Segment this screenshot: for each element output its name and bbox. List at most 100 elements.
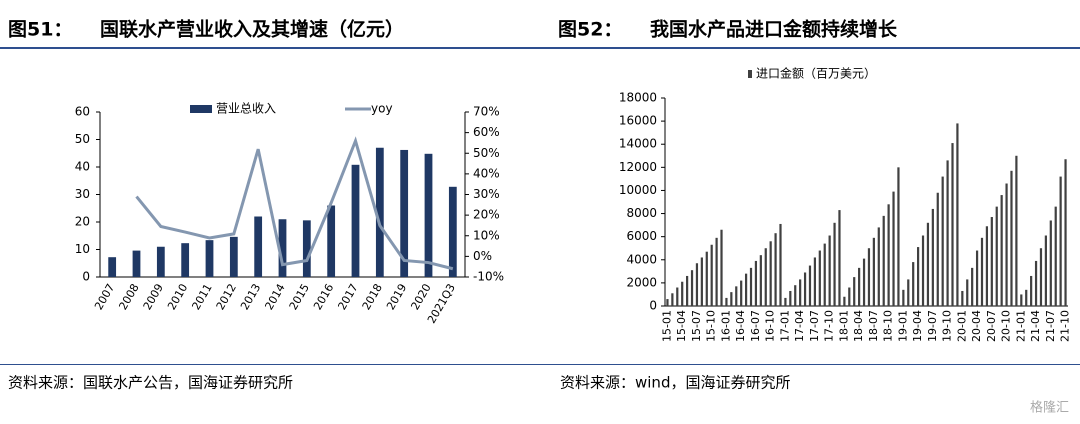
bar [980, 237, 984, 306]
bar [108, 257, 117, 277]
bar [671, 293, 674, 306]
bar [867, 248, 871, 306]
bar [877, 227, 880, 306]
bar [132, 250, 141, 277]
y-tick-label: 20 [75, 215, 90, 229]
bar [700, 257, 703, 306]
figure-title: 国联水产营业收入及其增速（亿元） [100, 18, 404, 41]
y2-tick-label: 0% [473, 249, 492, 263]
x-tick-label: 18-10 [882, 310, 895, 342]
bar [779, 223, 782, 306]
bar [254, 216, 263, 277]
x-tick-label: 2007 [92, 282, 117, 313]
bar [975, 250, 979, 306]
bar [887, 204, 890, 306]
bar [882, 215, 885, 306]
bar [803, 272, 807, 306]
bar [921, 235, 925, 306]
bar [690, 270, 694, 306]
legend-swatch [748, 70, 752, 78]
x-tick-label: 2011 [189, 282, 214, 313]
x-tick-label: 20-01 [955, 310, 968, 342]
bar [872, 237, 875, 306]
bar [1025, 289, 1028, 306]
bar [916, 247, 920, 306]
x-tick-label: 15-10 [705, 310, 718, 342]
x-tick-label: 17-04 [793, 310, 806, 342]
x-tick-label: 2020 [408, 282, 433, 313]
y-tick-label: 12000 [619, 160, 657, 174]
bar [951, 143, 954, 306]
bar [676, 287, 679, 306]
watermark: 格隆汇 [1030, 400, 1069, 416]
y2-tick-label: -10% [473, 270, 504, 284]
x-tick-label: 19-01 [896, 310, 909, 342]
bar [1059, 176, 1062, 306]
bar [740, 280, 743, 306]
bar [448, 186, 457, 277]
bar [961, 290, 964, 306]
x-tick-label: 21-04 [1029, 310, 1042, 342]
bar [1020, 294, 1023, 306]
bar [749, 267, 753, 306]
legend-label: 进口金额（百万美元） [756, 66, 876, 81]
x-tick-label: 17-10 [823, 310, 836, 342]
y2-tick-label: 60% [473, 125, 500, 139]
bar [892, 191, 895, 306]
bar [302, 220, 311, 277]
x-tick-label: 17-01 [778, 310, 791, 342]
x-tick-label: 2018 [360, 282, 385, 313]
x-tick-label: 16-01 [719, 310, 732, 342]
bar [327, 205, 336, 277]
bar [838, 210, 841, 306]
bar [156, 246, 165, 277]
bar [759, 255, 762, 306]
bar [181, 243, 190, 277]
bar [695, 263, 699, 306]
bar [1039, 248, 1043, 306]
bar [720, 229, 723, 306]
bar [400, 149, 409, 277]
y-tick-label: 18000 [619, 91, 657, 105]
x-tick-label: 17-07 [808, 310, 821, 342]
bar [681, 281, 684, 306]
x-tick-label: 16-07 [749, 310, 762, 342]
bar [1015, 155, 1018, 306]
bar [1030, 275, 1033, 306]
y-tick-label: 60 [75, 105, 90, 119]
x-tick-label: 20-07 [985, 310, 998, 342]
y2-tick-label: 30% [473, 187, 500, 201]
bar [931, 208, 934, 306]
bar [1064, 159, 1067, 306]
y2-tick-label: 70% [473, 105, 500, 119]
bar [375, 147, 384, 277]
bar [424, 153, 433, 277]
bar [730, 292, 733, 306]
y-tick-label: 50 [75, 132, 90, 146]
x-tick-label: 2012 [214, 282, 239, 313]
y-tick-label: 8000 [626, 206, 657, 220]
x-tick-label: 2015 [287, 282, 312, 313]
legend-label: 营业总收入 [216, 102, 276, 116]
x-tick-label: 19-10 [941, 310, 954, 342]
bar [744, 273, 748, 306]
bar [794, 285, 797, 306]
x-tick-label: 21-01 [1014, 310, 1027, 342]
x-tick-label: 2009 [141, 282, 166, 313]
bar [966, 279, 969, 306]
y-tick-label: 30 [75, 187, 90, 201]
x-tick-label: 20-04 [970, 310, 983, 342]
bar [1010, 170, 1013, 306]
x-tick-label: 16-10 [764, 310, 777, 342]
bar [784, 297, 787, 306]
bar [351, 164, 360, 277]
y-tick-label: 16000 [619, 114, 657, 128]
bar [278, 219, 287, 277]
legend-swatch [190, 105, 212, 113]
bar [1044, 235, 1047, 306]
y-tick-label: 0 [649, 299, 657, 313]
bar [985, 226, 989, 306]
y-tick-label: 14000 [619, 137, 657, 151]
